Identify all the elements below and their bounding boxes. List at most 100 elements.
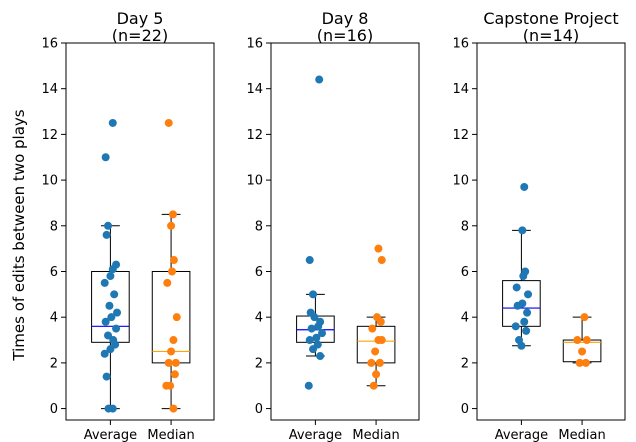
points-average [100,118,122,413]
data-point [313,340,322,349]
data-point [112,260,121,269]
data-point [101,153,110,162]
y-tick-label: 16 [246,37,263,52]
data-point [512,283,521,292]
y-tick-label: 4 [50,311,58,326]
data-point [163,278,172,287]
y-tick-label: 2 [50,356,58,371]
data-point [374,244,383,253]
y-axis-label: Times of edits between two plays [10,109,28,361]
data-point [377,256,386,265]
data-point [169,256,178,265]
data-point [169,336,178,345]
data-point [164,358,173,367]
panel-title: Day 8 [322,9,369,28]
data-point [106,272,115,281]
data-point [305,256,314,265]
data-point [167,347,176,356]
y-tick-label: 2 [461,356,469,371]
data-point [575,358,584,367]
data-point [108,118,117,127]
data-point [170,370,179,379]
data-point [521,267,530,276]
panel-subtitle: (n=14) [523,26,579,45]
data-point [168,267,177,276]
box-median [151,213,191,410]
data-point [315,75,324,84]
plot-frame [65,42,215,421]
data-point [104,221,113,230]
box-iqr [502,280,541,327]
data-point [581,358,590,367]
y-tick-label: 14 [246,82,263,97]
y-tick-label: 6 [255,265,263,280]
data-point [318,329,327,338]
y-tick-label: 0 [461,402,469,417]
y-tick-label: 16 [41,37,58,52]
points-average [511,182,533,350]
points-median [162,118,181,413]
x-tick-label: Median [352,428,399,442]
data-point [580,313,589,322]
data-point [113,308,122,317]
panel-title: Capstone Project [483,9,618,28]
box-iqr [356,325,396,364]
y-tick-label: 12 [452,128,469,143]
data-point [307,324,316,333]
data-point [369,381,378,390]
y-tick-label: 8 [50,219,58,234]
data-point [377,336,386,345]
data-point [524,290,533,299]
y-tick-label: 10 [246,174,263,189]
panel-2: Capstone Project(n=14) 0 2 4 6 8 10 12 14 16 Avera… [452,9,626,442]
data-point [518,299,527,308]
data-point [312,333,321,342]
data-point [100,278,109,287]
data-point [309,290,318,299]
panel-subtitle: (n=22) [112,26,168,45]
data-point [109,336,118,345]
data-point [166,381,175,390]
data-point [371,347,380,356]
points-median [573,313,591,367]
y-tick-label: 14 [452,82,469,97]
data-point [110,290,119,299]
data-point [164,118,173,127]
x-tick-label: Average [84,428,137,442]
data-point [171,358,180,367]
data-point [316,317,325,326]
data-point [573,336,582,345]
panel-0: Day 5(n=22) 0 2 4 6 8 10 12 14 16 Average Median [41,9,215,442]
data-point [578,347,587,356]
y-tick-label: 8 [461,219,469,234]
y-tick-label: 6 [50,265,58,280]
data-point [522,326,531,335]
data-point [518,226,527,235]
data-point [520,182,529,191]
data-point [305,336,314,345]
x-tick-label: Average [495,428,548,442]
data-point [169,404,178,413]
points-median [367,244,386,390]
data-point [112,324,121,333]
y-tick-label: 0 [50,402,58,417]
y-tick-label: 8 [255,219,263,234]
data-point [367,358,376,367]
data-point [304,381,313,390]
data-point [373,313,382,322]
points-average [304,75,327,390]
y-tick-label: 14 [41,82,58,97]
data-point [511,322,520,331]
y-tick-label: 2 [255,356,263,371]
data-point [306,308,315,317]
data-point [102,230,111,239]
y-tick-label: 6 [461,265,469,280]
data-point [102,372,111,381]
x-tick-label: Median [147,428,194,442]
panel-subtitle: (n=16) [317,26,373,45]
data-point [167,221,176,230]
box-median [562,316,602,364]
x-tick-label: Median [558,428,605,442]
y-tick-label: 4 [255,311,263,326]
